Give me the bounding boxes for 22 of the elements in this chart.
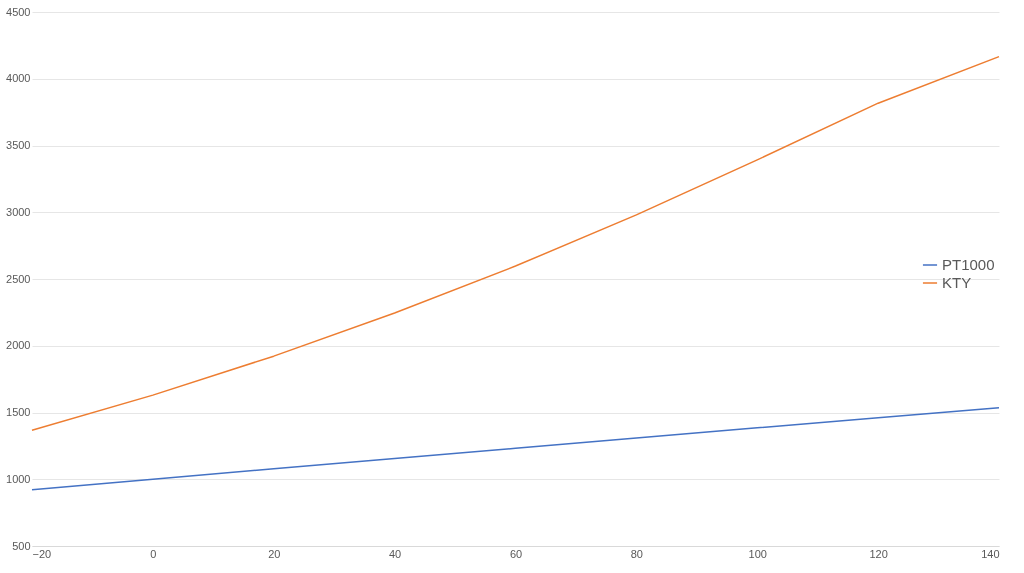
y-tick-label: 3000 <box>6 205 31 218</box>
y-tick-label: 3500 <box>6 139 31 151</box>
x-tick-label: 100 <box>748 547 767 560</box>
x-tick-label: 80 <box>630 547 643 560</box>
legend-label: KTY <box>942 274 972 291</box>
x-tick-label: −20 <box>32 547 52 560</box>
y-tick-label: 2000 <box>6 339 31 352</box>
x-tick-label: 140 <box>981 547 1000 560</box>
y-tick-label: 500 <box>12 539 31 552</box>
line-series <box>31 55 1000 432</box>
y-tick-label: 1500 <box>6 406 31 418</box>
x-tick-label: 120 <box>869 547 888 560</box>
y-tick-label: 1000 <box>6 472 31 485</box>
x-tick-label: 0 <box>150 547 157 560</box>
y-tick-label: 4500 <box>6 5 31 18</box>
y-tick-label: 2500 <box>6 272 31 285</box>
x-tick-label: 40 <box>389 547 402 560</box>
x-tick-label: 60 <box>509 547 523 560</box>
y-tick-label: 4000 <box>6 72 31 85</box>
x-tick-label: 20 <box>268 547 281 560</box>
legend-label: PT1000 <box>942 256 995 273</box>
line-series <box>31 406 1000 491</box>
